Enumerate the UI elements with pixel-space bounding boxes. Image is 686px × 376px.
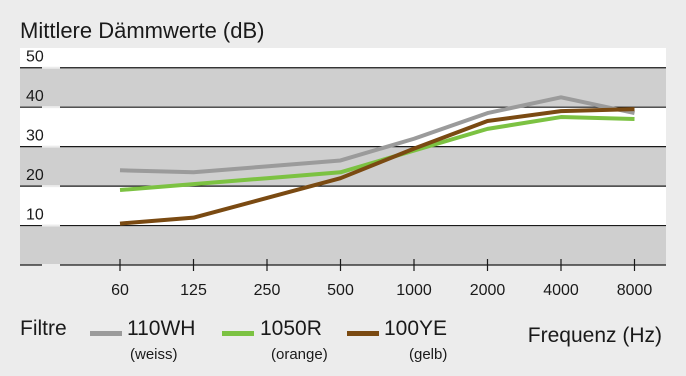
- legend-title: Filtre: [20, 317, 67, 340]
- grid-band: [20, 48, 666, 68]
- y-tick-label: 40: [26, 88, 44, 105]
- legend-label-1050r: 1050R: [260, 317, 322, 340]
- grid-band: [20, 67, 666, 108]
- grid-band: [20, 107, 666, 147]
- x-tick-label: 500: [327, 282, 354, 299]
- x-tick-label: 60: [111, 282, 129, 299]
- grid-band: [20, 146, 666, 187]
- x-tick-label: 125: [180, 282, 207, 299]
- y-tick-label: 20: [26, 167, 44, 184]
- legend-note-1050r: (orange): [271, 346, 328, 363]
- series-line-100ye: [119, 107, 635, 226]
- x-tick-label: 1000: [396, 282, 432, 299]
- y-tick-label: 30: [26, 128, 44, 145]
- y-tick-label: 50: [26, 49, 44, 66]
- legend-swatch-110wh: [90, 331, 122, 336]
- x-tick-label: 250: [254, 282, 281, 299]
- grid-band: [20, 225, 666, 265]
- legend-label-110wh: 110WH: [127, 317, 196, 340]
- x-tick-label: 4000: [543, 282, 579, 299]
- chart-title: Mittlere Dämmwerte (dB): [20, 18, 265, 43]
- x-tick-label: 8000: [617, 282, 653, 299]
- legend-note-100ye: (gelb): [409, 346, 448, 363]
- legend-note-110wh: (weiss): [130, 346, 178, 363]
- x-tick-label: 2000: [470, 282, 506, 299]
- y-tick-label: 10: [26, 207, 44, 224]
- x-axis-label: Frequenz (Hz): [528, 324, 662, 347]
- grid-band: [20, 186, 666, 226]
- legend-label-100ye: 100YE: [384, 317, 448, 340]
- legend-swatch-100ye: [347, 331, 379, 336]
- series-line-110wh: [119, 95, 635, 175]
- legend-swatch-1050r: [222, 331, 254, 336]
